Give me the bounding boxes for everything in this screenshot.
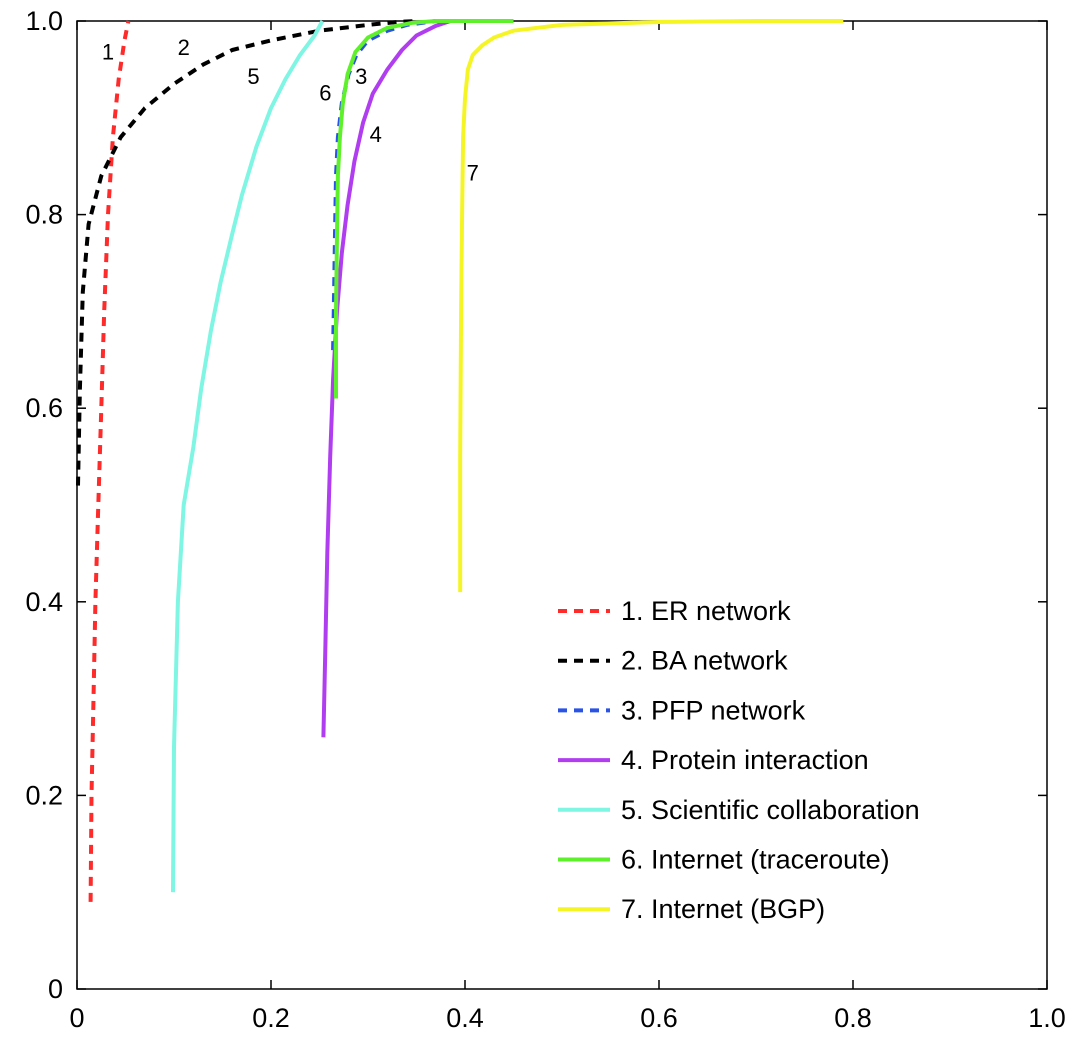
legend-label-5: 5. Scientific collaboration [621, 795, 920, 825]
y-tick-label: 0.2 [25, 780, 63, 810]
x-tick-label: 0.2 [252, 1003, 290, 1033]
series-line-5 [171, 20, 325, 893]
curve-label-2: 2 [178, 35, 190, 60]
y-tick-label: 0.8 [25, 200, 63, 230]
x-tick-label: 0.6 [640, 1003, 678, 1033]
legend-label-7: 7. Internet (BGP) [621, 894, 825, 924]
y-tick-label: 0.6 [25, 393, 63, 423]
curve-label-5: 5 [247, 64, 259, 89]
series-lines [76, 19, 844, 902]
axis-ticks [76, 20, 1048, 990]
series-line-6 [334, 19, 514, 399]
y-tick-label: 1.0 [25, 6, 63, 36]
legend-label-2: 2. BA network [621, 646, 788, 676]
curve-label-3: 3 [355, 64, 367, 89]
curve-labels: 1 2 3 4 5 6 7 [102, 35, 479, 186]
series-line-1 [88, 20, 131, 902]
plot-frame [76, 20, 1048, 990]
x-tick-label: 0.4 [446, 1003, 484, 1033]
x-tick-label: 1.0 [1028, 1003, 1066, 1033]
curve-label-7: 7 [467, 161, 479, 186]
series-line-2 [76, 19, 417, 486]
series-line-7 [458, 19, 844, 593]
curve-label-1: 1 [102, 40, 114, 65]
x-tick-label: 0.8 [834, 1003, 872, 1033]
series-line-4 [321, 19, 452, 738]
x-tick-label: 0 [69, 1003, 84, 1033]
y-tick-label: 0 [48, 974, 63, 1004]
legend-label-6: 6. Internet (traceroute) [621, 845, 890, 875]
y-tick-label: 0.4 [25, 587, 63, 617]
curve-label-6: 6 [319, 80, 331, 105]
legend-label-3: 3. PFP network [621, 695, 806, 725]
axis-tick-labels: 0 0.2 0.4 0.6 0.8 1.0 0 0.2 0.4 0.6 0.8 1.0 [25, 6, 1065, 1033]
curve-label-4: 4 [370, 122, 382, 147]
legend: 1. ER network 2. BA network 3. PFP network… [558, 596, 920, 924]
legend-label-4: 4. Protein interaction [621, 745, 869, 775]
legend-label-1: 1. ER network [621, 596, 791, 626]
